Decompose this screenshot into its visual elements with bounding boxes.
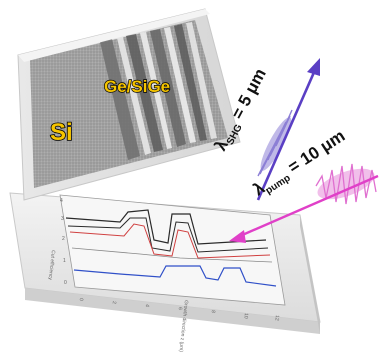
x-tick: 0 bbox=[78, 298, 84, 302]
plot-frame bbox=[59, 194, 286, 306]
x-tick: 10 bbox=[242, 313, 249, 319]
shg-value: = 5 μm bbox=[225, 65, 270, 126]
pump-beam bbox=[229, 163, 379, 243]
plot-y-ticks: 0 1 2 3 4 bbox=[60, 198, 67, 286]
ge-sige-label: Ge/SiGe bbox=[104, 77, 170, 96]
shg-beam bbox=[256, 58, 320, 201]
curve-red bbox=[69, 223, 271, 259]
si-label: Si bbox=[50, 119, 73, 146]
wafer-wall bbox=[17, 8, 241, 201]
x-tick: 12 bbox=[273, 315, 280, 321]
x-tick: 4 bbox=[144, 304, 150, 308]
y-tick: 3 bbox=[61, 216, 64, 222]
x-tick: 6 bbox=[177, 307, 183, 311]
y-tick: 1 bbox=[63, 258, 66, 264]
pump-value: = 10 μm bbox=[281, 126, 349, 179]
y-tick: 4 bbox=[60, 198, 63, 204]
plot-xlabel: Growth direction z (μm) bbox=[178, 300, 189, 353]
x-tick: 8 bbox=[210, 310, 216, 314]
shg-arrow bbox=[256, 69, 317, 201]
y-tick: 2 bbox=[62, 236, 65, 242]
plot-ylabel: Cut efficiency bbox=[47, 250, 56, 281]
pump-arrow bbox=[239, 174, 379, 238]
curve-gray bbox=[71, 247, 273, 263]
plot-x-ticks: 0 2 4 6 8 10 12 bbox=[78, 298, 280, 321]
pump-arrowhead-icon bbox=[229, 230, 246, 243]
curve-black-lower bbox=[67, 217, 269, 253]
y-tick: 0 bbox=[64, 280, 67, 286]
ge-sige-stripes bbox=[100, 22, 217, 160]
curve-blue bbox=[73, 265, 277, 287]
shg-arrowhead-icon bbox=[307, 58, 320, 76]
x-tick: 2 bbox=[111, 301, 117, 305]
curve-black-upper bbox=[65, 209, 267, 245]
profile-plot: Cut efficiency Growth direction z (μm) 0… bbox=[47, 194, 286, 353]
